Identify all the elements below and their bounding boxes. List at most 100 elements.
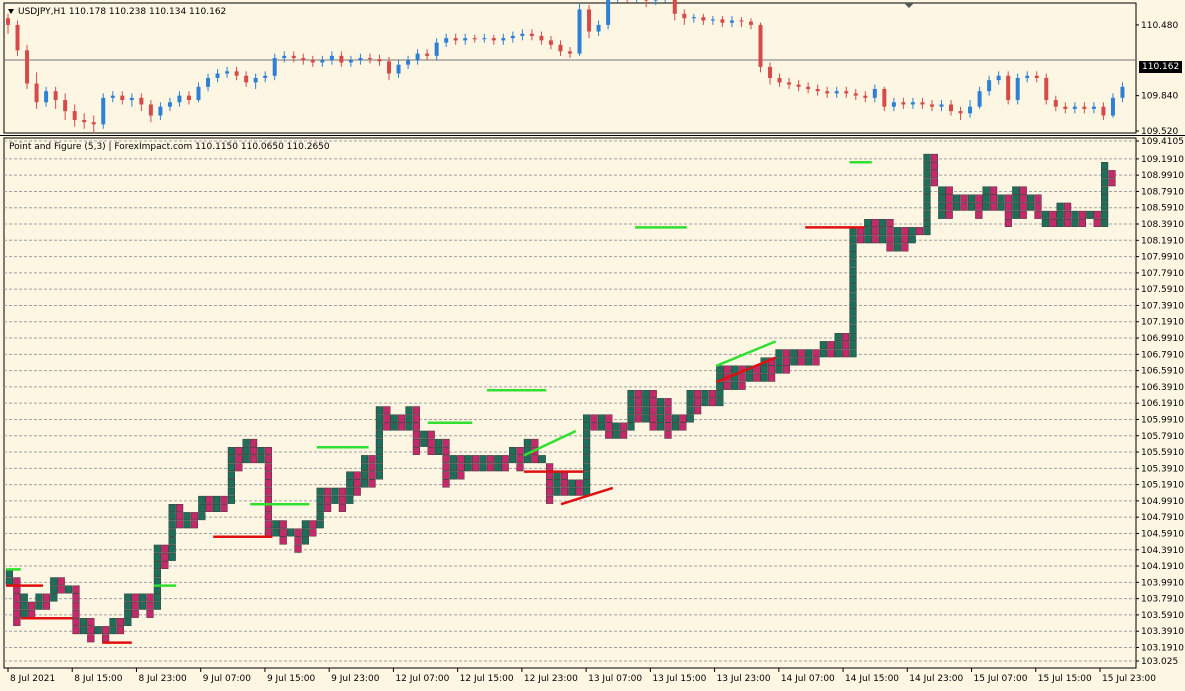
pf-o-box <box>768 365 776 374</box>
resistance-trend-line <box>523 429 577 457</box>
pf-o-box <box>146 593 154 602</box>
pf-x-box <box>346 471 354 480</box>
pf-o-box <box>264 487 273 496</box>
candle-body <box>529 33 534 36</box>
pf-price-axis-label: 108.1910 <box>1141 236 1184 246</box>
candle-body <box>53 91 58 101</box>
pf-x-box <box>716 398 724 407</box>
pf-o-box <box>57 585 65 594</box>
pf-o-box <box>220 495 228 504</box>
pf-o-box <box>338 504 347 512</box>
pf-o-box <box>1063 219 1072 227</box>
pf-x-box <box>523 455 532 464</box>
pf-o-box <box>264 455 273 464</box>
pf-o-box <box>605 414 613 423</box>
pf-x-box <box>1012 210 1020 219</box>
pf-x-box <box>375 430 384 439</box>
pf-o-box <box>649 422 657 431</box>
candle-body <box>510 35 515 39</box>
resistance-trend-line <box>715 340 777 367</box>
pf-o-box <box>1049 210 1057 219</box>
pf-o-box <box>916 227 924 236</box>
pf-x-box <box>879 235 887 244</box>
pf-x-box <box>153 561 162 569</box>
time-axis-label: 8 Jul 15:00 <box>74 674 123 684</box>
pf-o-box <box>1019 202 1027 211</box>
pf-o-box <box>13 577 21 586</box>
pf-x-box <box>775 349 783 358</box>
pf-x-box <box>1071 210 1079 219</box>
time-axis-label: 13 Jul 07:00 <box>588 674 642 684</box>
pf-o-box <box>13 601 21 610</box>
pf-x-box <box>893 227 902 236</box>
pf-x-box <box>227 487 236 496</box>
pf-x-box <box>1100 210 1109 219</box>
candle-body <box>396 64 401 74</box>
pf-o-box <box>131 609 139 618</box>
pf-x-box <box>346 479 354 488</box>
pf-x-box <box>997 194 1005 203</box>
pf-x-box <box>390 422 398 431</box>
pf-o-box <box>264 447 273 455</box>
candle-body <box>91 122 96 125</box>
pf-price-axis-label: 106.7910 <box>1141 350 1184 360</box>
candle-body <box>691 17 696 19</box>
pf-o-box <box>634 390 643 398</box>
pf-o-box <box>87 626 95 635</box>
pf-x-box <box>50 585 58 594</box>
pf-x-box <box>1026 194 1035 203</box>
pf-o-box <box>427 447 435 455</box>
pf-o-box <box>516 463 524 472</box>
pf-o-box <box>324 504 332 512</box>
time-axis-label: 12 Jul 23:00 <box>524 674 578 684</box>
pf-o-box <box>1019 194 1027 203</box>
pf-x-box <box>1100 170 1109 179</box>
pf-x-box <box>390 414 398 423</box>
pf-x-box <box>227 495 236 504</box>
pf-x-box <box>923 162 931 170</box>
pf-o-box <box>412 406 421 415</box>
pf-x-box <box>982 186 990 195</box>
candle-body <box>891 102 896 107</box>
pf-x-box <box>331 495 339 504</box>
pf-price-axis-label: 106.5910 <box>1141 367 1184 377</box>
pf-x-box <box>301 536 310 545</box>
pf-o-box <box>1063 210 1072 219</box>
pf-x-box <box>361 455 369 464</box>
pf-x-box <box>1012 202 1020 211</box>
pf-o-box <box>442 447 450 455</box>
pf-o-box <box>175 520 184 529</box>
pf-x-box <box>64 585 73 594</box>
pf-x-box <box>523 438 532 447</box>
candle-body <box>710 19 715 21</box>
pf-o-box <box>175 512 184 521</box>
pf-x-box <box>849 259 857 268</box>
pf-x-box <box>908 227 916 236</box>
pf-x-box <box>1100 194 1109 203</box>
candle-body <box>882 89 887 107</box>
candle-body <box>568 51 572 54</box>
pf-x-box <box>464 455 472 464</box>
pf-x-box <box>242 438 250 447</box>
pf-x-box <box>923 227 931 236</box>
candle-body <box>253 77 258 83</box>
pf-o-box <box>990 202 998 211</box>
pf-x-box <box>405 414 413 423</box>
pf-x-box <box>716 381 724 390</box>
time-axis-label: 9 Jul 07:00 <box>203 674 252 684</box>
pf-x-box <box>923 186 931 195</box>
pf-x-box <box>864 235 872 244</box>
pf-o-box <box>457 463 465 472</box>
pf-x-box <box>627 414 635 423</box>
pf-o-box <box>975 194 983 203</box>
pf-o-box <box>472 463 480 472</box>
candle-body <box>367 58 372 60</box>
pf-x-box <box>1100 219 1109 227</box>
pf-x-box <box>168 536 176 545</box>
pf-x-box <box>227 447 236 455</box>
pf-x-box <box>568 479 576 488</box>
pf-x-box <box>819 349 828 358</box>
pf-x-box <box>627 398 635 407</box>
pf-x-box <box>109 626 117 635</box>
